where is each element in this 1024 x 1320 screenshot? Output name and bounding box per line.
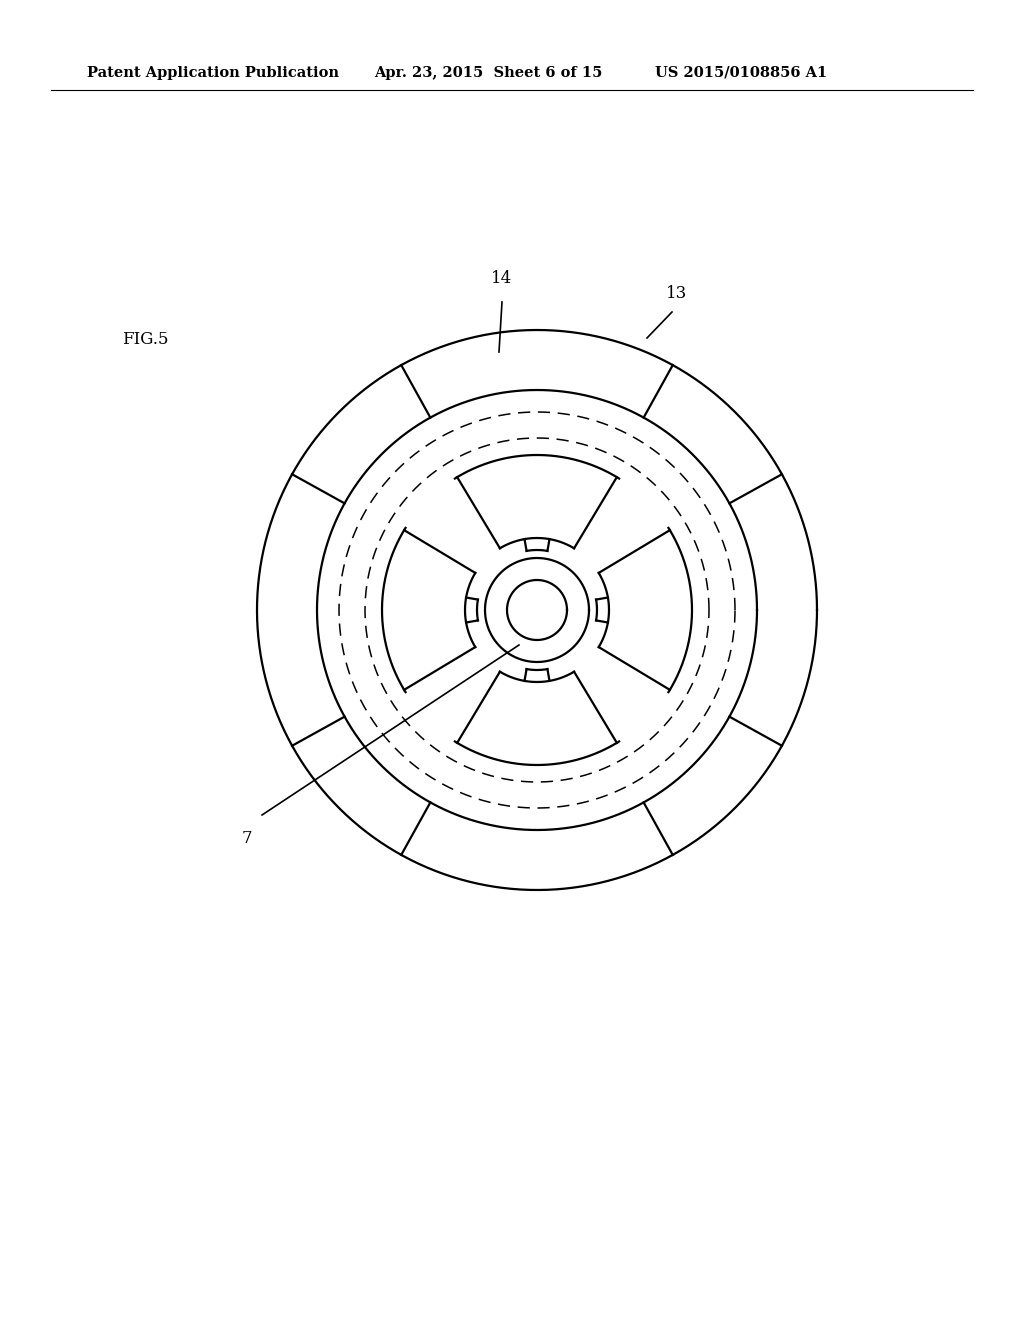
Text: 13: 13	[667, 285, 688, 302]
Text: Apr. 23, 2015  Sheet 6 of 15: Apr. 23, 2015 Sheet 6 of 15	[374, 66, 602, 79]
Text: US 2015/0108856 A1: US 2015/0108856 A1	[655, 66, 827, 79]
Text: 7: 7	[242, 830, 252, 847]
Text: FIG.5: FIG.5	[122, 331, 169, 348]
Text: Patent Application Publication: Patent Application Publication	[87, 66, 339, 79]
Text: 14: 14	[492, 271, 513, 286]
